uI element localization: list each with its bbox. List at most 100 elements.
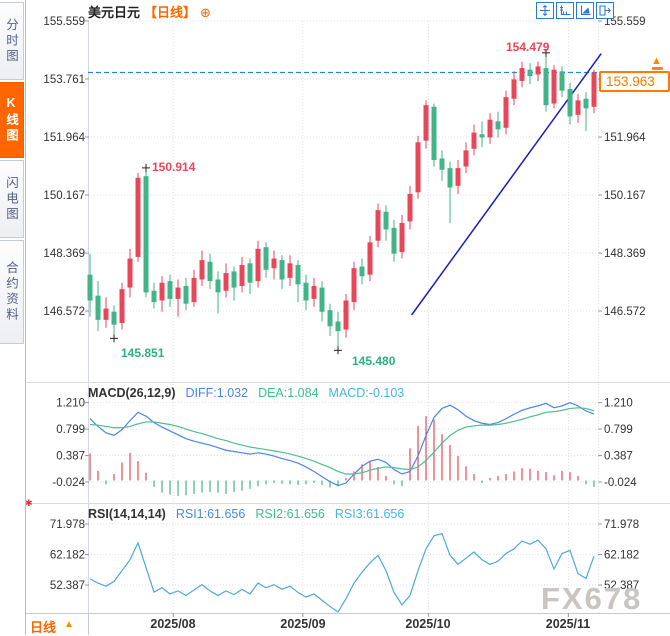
macd-dea-value: DEA:1.084 <box>258 386 319 400</box>
axis-tick-label: 155.559 <box>604 16 646 28</box>
price-extreme-markers <box>110 48 550 355</box>
axis-tick-label: 148.369 <box>43 248 85 260</box>
footer-expand-icon[interactable]: ▲ <box>64 619 74 630</box>
macd-diff-value: DIFF:1.032 <box>185 386 249 400</box>
current-price-badge: 153.963 <box>599 71 670 92</box>
rsi-name: RSI(14,14,14) <box>88 507 166 521</box>
candle <box>383 211 389 230</box>
candle <box>543 68 549 106</box>
candle <box>223 273 229 291</box>
chart-toolbar <box>536 2 614 19</box>
axis-tick-label: 71.978 <box>50 519 85 531</box>
candle <box>327 310 333 327</box>
axis-tick-label: 0.387 <box>56 451 85 463</box>
candle <box>143 176 149 293</box>
annotation-high-aug: 150.914 <box>152 160 196 174</box>
axis-tick-label: 0.387 <box>604 451 633 463</box>
candle <box>295 264 301 285</box>
candle <box>167 281 173 299</box>
candle <box>511 79 517 99</box>
exit-icon[interactable] <box>596 2 614 19</box>
candle <box>375 210 381 241</box>
period-tag: 【日线】 <box>144 5 197 20</box>
watermark: FX678 <box>541 581 643 616</box>
sidebar-tab-lightning-chart[interactable]: 闪电图 <box>0 160 24 238</box>
candle <box>567 89 573 117</box>
axis-tick-label: 0.799 <box>56 424 85 436</box>
axis-scale-icon[interactable] <box>556 2 574 19</box>
chart-title: 美元日元 【日线】 ⊕ <box>88 2 211 21</box>
candle <box>479 134 485 138</box>
candle <box>199 260 205 280</box>
candle <box>463 150 469 167</box>
axis-labels: 155.559155.559153.761153.761151.964151.9… <box>43 16 646 592</box>
candle <box>391 227 397 254</box>
candle <box>319 287 325 312</box>
candle <box>455 168 461 186</box>
axis-tick-label: 151.964 <box>604 132 646 144</box>
axis-tick-label: 52.387 <box>50 580 85 592</box>
chart-zoom-icon[interactable] <box>576 2 594 19</box>
axis-tick-label: 150.167 <box>43 190 85 202</box>
axis-tick-label: 1.210 <box>56 398 85 410</box>
candle <box>311 285 317 299</box>
axis-tick-label: 52.387 <box>604 580 639 592</box>
rsi-header: RSI(14,14,14) RSI1:61.656 RSI2:61.656 RSI3:… <box>88 507 404 521</box>
candle <box>575 100 581 115</box>
annotation-low-aug: 145.851 <box>121 346 165 360</box>
candle <box>559 71 565 91</box>
rsi3-value: RSI3:61.656 <box>334 507 405 521</box>
candle <box>303 282 309 301</box>
candle <box>415 142 421 193</box>
candle <box>183 285 189 304</box>
candle <box>423 105 429 141</box>
candle <box>431 106 437 161</box>
candle <box>343 300 349 330</box>
sidebar-tab-time-chart[interactable]: 分时图 <box>0 2 24 80</box>
candle <box>127 258 133 288</box>
candle <box>95 295 101 320</box>
axis-tick-label: 150.167 <box>604 190 646 202</box>
diff-line <box>89 402 595 487</box>
candle <box>351 268 357 303</box>
axis-tick-label: 71.978 <box>604 519 639 531</box>
candle <box>231 271 237 288</box>
x-axis-label-sep: 2025/09 <box>280 617 326 631</box>
candle <box>175 287 181 299</box>
dea-line <box>89 407 595 475</box>
add-indicator-icon[interactable]: ⊕ <box>200 5 211 20</box>
axis-tick-label: 62.182 <box>604 549 639 561</box>
rsi1-line <box>89 532 595 613</box>
axis-tick-label: 0.799 <box>604 424 633 436</box>
candle <box>439 158 445 170</box>
footer-period-selector[interactable]: 日线 <box>30 620 57 635</box>
sidebar-tab-kline-chart[interactable]: K线图 <box>0 82 24 158</box>
candle <box>519 68 525 81</box>
crosshair-icon[interactable] <box>536 2 554 19</box>
candle <box>263 247 269 270</box>
rsi-settings-icon[interactable]: ✱ <box>25 498 33 508</box>
candle <box>271 258 277 269</box>
annotation-low-oct: 145.480 <box>352 354 396 368</box>
axis-tick-label: -0.024 <box>52 477 85 489</box>
axis-tick-label: 62.182 <box>50 549 85 561</box>
candle <box>239 264 245 286</box>
price-up-arrow-icon: ▲ <box>651 55 662 67</box>
candle <box>407 193 413 222</box>
axis-tick-label: 146.572 <box>43 306 85 318</box>
rsi-line <box>89 532 595 613</box>
candle <box>527 69 533 77</box>
gridlines <box>88 20 599 613</box>
candle <box>471 132 477 149</box>
axis-tick-label: 148.369 <box>604 248 646 260</box>
candle <box>215 279 221 293</box>
candle <box>359 266 365 277</box>
candle <box>591 72 597 107</box>
x-axis-label-aug: 2025/08 <box>150 617 196 631</box>
sidebar-tab-contract-info[interactable]: 合约资料 <box>0 240 24 344</box>
candle <box>191 277 197 303</box>
candle <box>255 248 261 282</box>
price-up-arrow-base <box>652 67 663 70</box>
axis-tick-label: 153.761 <box>43 74 85 86</box>
